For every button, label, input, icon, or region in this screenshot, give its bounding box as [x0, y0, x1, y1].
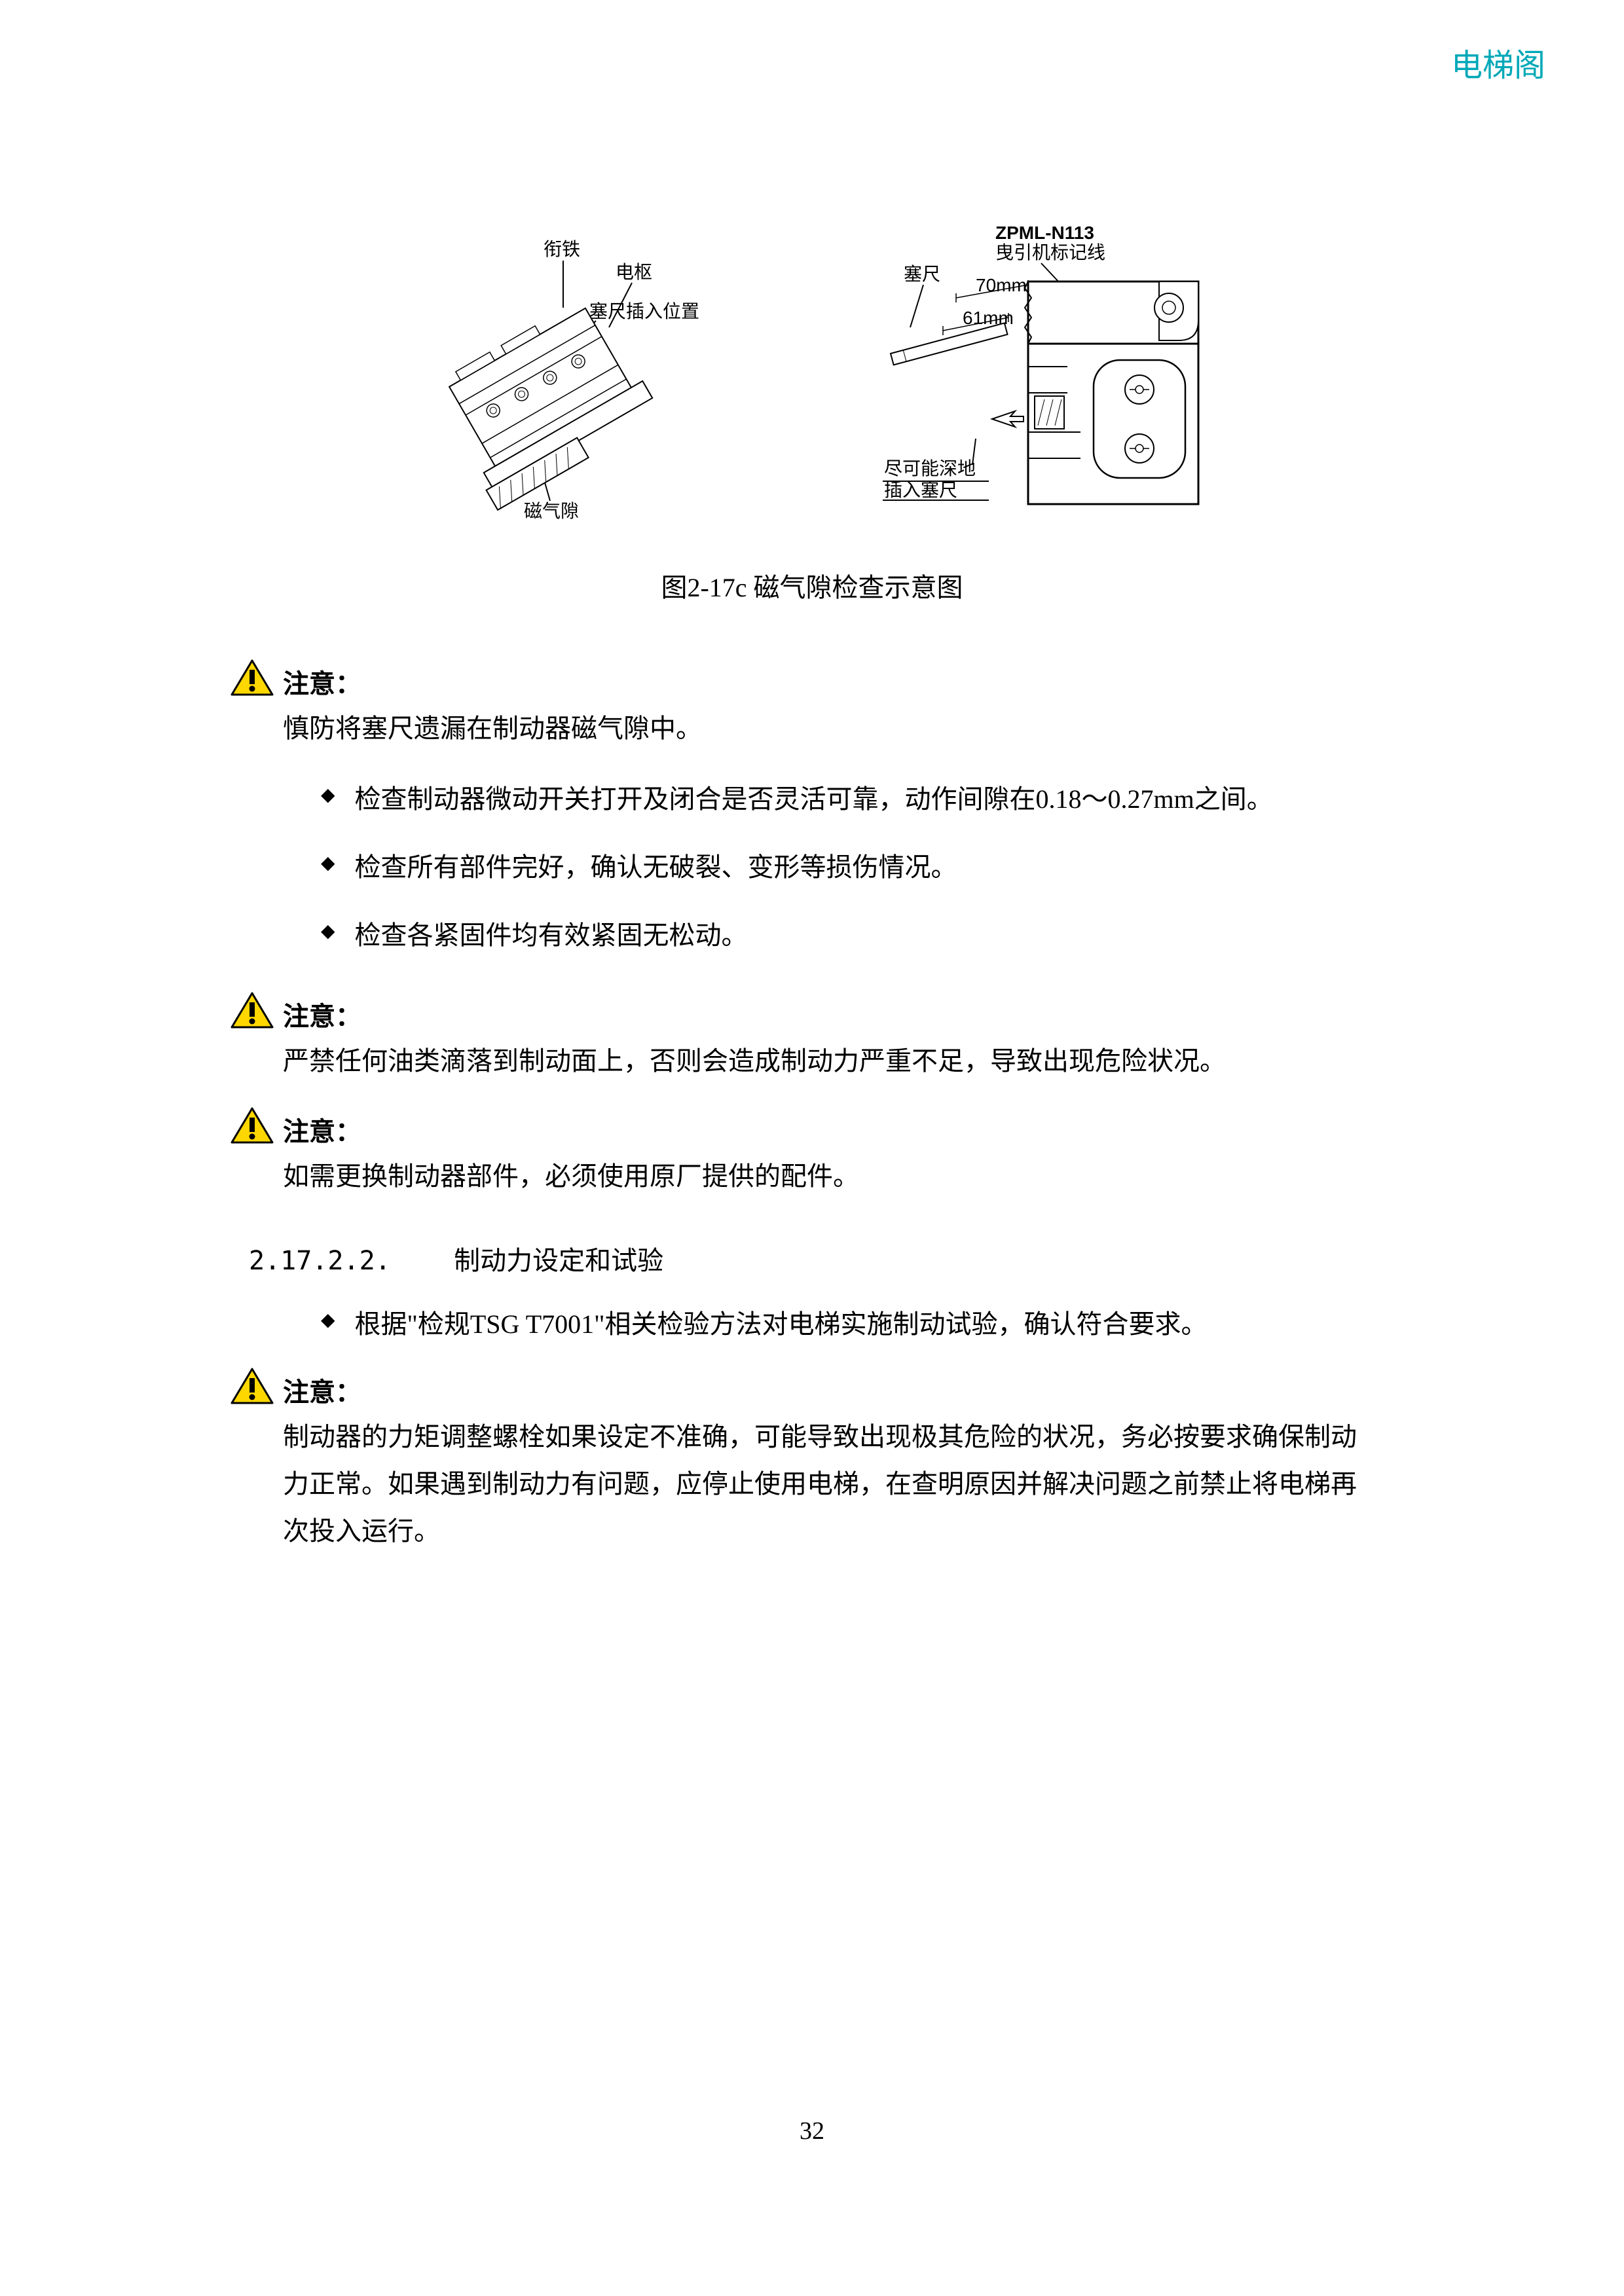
notice-4-label: 注意：	[283, 1372, 1375, 1413]
watermark-text: 电梯阁	[1451, 39, 1545, 85]
notice-1-text: 慎防将塞尺遗漏在制动器磁气隙中。	[283, 705, 1375, 752]
notice-4: 注意： 制动器的力矩调整螺栓如果设定不准确，可能导致出现极其危险的状况，务必按要…	[229, 1372, 1375, 1555]
label-model: ZPML-N113	[995, 223, 1094, 243]
bullet-text: 检查制动器微动开关打开及闭合是否灵活可靠，动作间隙在0.18～0.27mm之间。	[355, 778, 1375, 820]
section-number: 2.17.2.2.	[249, 1246, 391, 1276]
label-insert1: 尽可能深地	[884, 458, 976, 479]
bullet-item: ◆ 根据"检规TSG T7001"相关检验方法对电梯实施制动试验，确认符合要求。	[321, 1303, 1375, 1345]
bullet-marker: ◆	[321, 1309, 335, 1331]
bullet-marker: ◆	[321, 852, 335, 874]
notice-3-text: 如需更换制动器部件，必须使用原厂提供的配件。	[283, 1153, 1375, 1200]
warning-icon	[229, 658, 275, 697]
label-armature: 电枢	[616, 262, 652, 282]
figure-right-diagram: ZPML-N113 曳引机标记线 塞尺 70mm 61mm 尽可能深	[792, 223, 1211, 527]
label-markline: 曳引机标记线	[995, 242, 1105, 263]
notice-3-label: 注意：	[283, 1111, 1375, 1153]
figure-area: 衔铁 电枢 塞尺插入位置 磁气隙	[249, 223, 1375, 527]
page-number: 32	[800, 2117, 824, 2145]
label-airgap: 磁气隙	[524, 501, 579, 521]
bullet-text: 检查所有部件完好，确认无破裂、变形等损伤情况。	[355, 847, 1375, 888]
dim-70: 70mm	[976, 275, 1027, 295]
bullet-text: 检查各紧固件均有效紧固无松动。	[355, 915, 1375, 957]
bullet-marker: ◆	[321, 920, 335, 942]
bullet-item: ◆ 检查制动器微动开关打开及闭合是否灵活可靠，动作间隙在0.18～0.27mm之…	[321, 778, 1375, 820]
warning-icon	[229, 1366, 275, 1406]
bullet-list-1: ◆ 检查制动器微动开关打开及闭合是否灵活可靠，动作间隙在0.18～0.27mm之…	[321, 778, 1375, 957]
label-insert2: 插入塞尺	[884, 480, 957, 500]
figure-caption: 图2-17c 磁气隙检查示意图	[249, 566, 1375, 604]
bullet-item: ◆ 检查各紧固件均有效紧固无松动。	[321, 915, 1375, 957]
label-gauge: 塞尺	[904, 264, 940, 284]
notice-4-text: 制动器的力矩调整螺栓如果设定不准确，可能导致出现极其危险的状况，务必按要求确保制…	[283, 1413, 1375, 1555]
notice-2-text: 严禁任何油类滴落到制动面上，否则会造成制动力严重不足，导致出现危险状况。	[283, 1038, 1375, 1085]
warning-icon	[229, 1106, 275, 1145]
section-heading: 2.17.2.2. 制动力设定和试验	[249, 1239, 1375, 1277]
notice-1: 注意： 慎防将塞尺遗漏在制动器磁气隙中。	[229, 663, 1375, 752]
bullet-item: ◆ 检查所有部件完好，确认无破裂、变形等损伤情况。	[321, 847, 1375, 888]
label-yoke: 衔铁	[544, 239, 580, 259]
bullet-list-2: ◆ 根据"检规TSG T7001"相关检验方法对电梯实施制动试验，确认符合要求。	[321, 1303, 1375, 1345]
bullet-marker: ◆	[321, 784, 335, 806]
page-content: 衔铁 电枢 塞尺插入位置 磁气隙	[0, 0, 1624, 1555]
notice-3: 注意： 如需更换制动器部件，必须使用原厂提供的配件。	[229, 1111, 1375, 1200]
notice-1-label: 注意：	[283, 663, 1375, 705]
section-title: 制动力设定和试验	[454, 1246, 663, 1276]
label-gauge-pos: 塞尺插入位置	[589, 301, 699, 321]
bullet-text: 根据"检规TSG T7001"相关检验方法对电梯实施制动试验，确认符合要求。	[355, 1303, 1375, 1345]
notice-2: 注意： 严禁任何油类滴落到制动面上，否则会造成制动力严重不足，导致出现危险状况。	[229, 996, 1375, 1085]
warning-icon	[229, 991, 275, 1030]
notice-2-label: 注意：	[283, 996, 1375, 1038]
figure-left-diagram: 衔铁 电枢 塞尺插入位置 磁气隙	[413, 223, 753, 527]
